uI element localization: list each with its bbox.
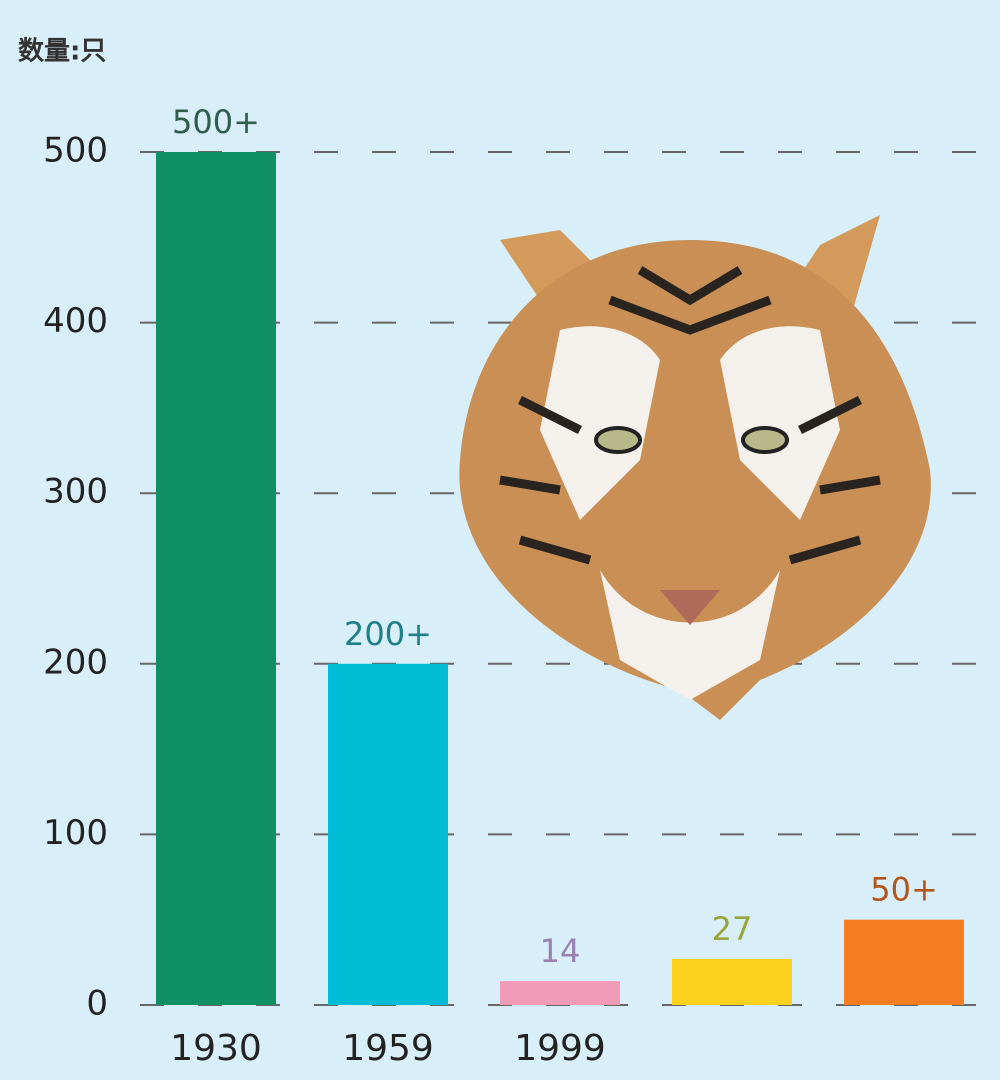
- bar: [672, 958, 792, 1005]
- value-label: 27: [712, 910, 753, 948]
- x-tick-label: 1999: [514, 1028, 606, 1069]
- tiger-face-white: [540, 326, 660, 520]
- tiger-muzzle: [600, 570, 780, 700]
- value-label: 50+: [870, 871, 938, 909]
- bar: [156, 152, 276, 1005]
- plot: 0 100 200 300 400 500 1930 500+ 1959 200+ 1999 14 27…: [43, 103, 978, 1069]
- tiger-illustration: [459, 215, 931, 720]
- value-label: 500+: [172, 103, 260, 141]
- tiger-stripes: [499, 266, 881, 565]
- x-tick-label: 1930: [170, 1028, 262, 1069]
- y-tick-label: 100: [43, 813, 108, 853]
- bar: [844, 919, 964, 1005]
- tiger-eye: [594, 426, 642, 454]
- bar: [328, 663, 448, 1005]
- bar: [500, 981, 620, 1005]
- value-label: 14: [540, 932, 581, 970]
- value-label: 200+: [344, 615, 432, 653]
- tiger-nose: [660, 590, 720, 625]
- x-tick-label: 1959: [342, 1028, 434, 1069]
- y-tick-label: 400: [43, 301, 108, 341]
- y-tick-label: 500: [43, 131, 108, 171]
- tiger-face-white: [720, 326, 840, 520]
- y-tick-label: 300: [43, 472, 108, 512]
- tiger-eye: [741, 426, 789, 454]
- y-tick-label: 0: [86, 984, 108, 1024]
- y-axis-label: 数量:只: [18, 37, 106, 67]
- y-tick-label: 200: [43, 642, 108, 682]
